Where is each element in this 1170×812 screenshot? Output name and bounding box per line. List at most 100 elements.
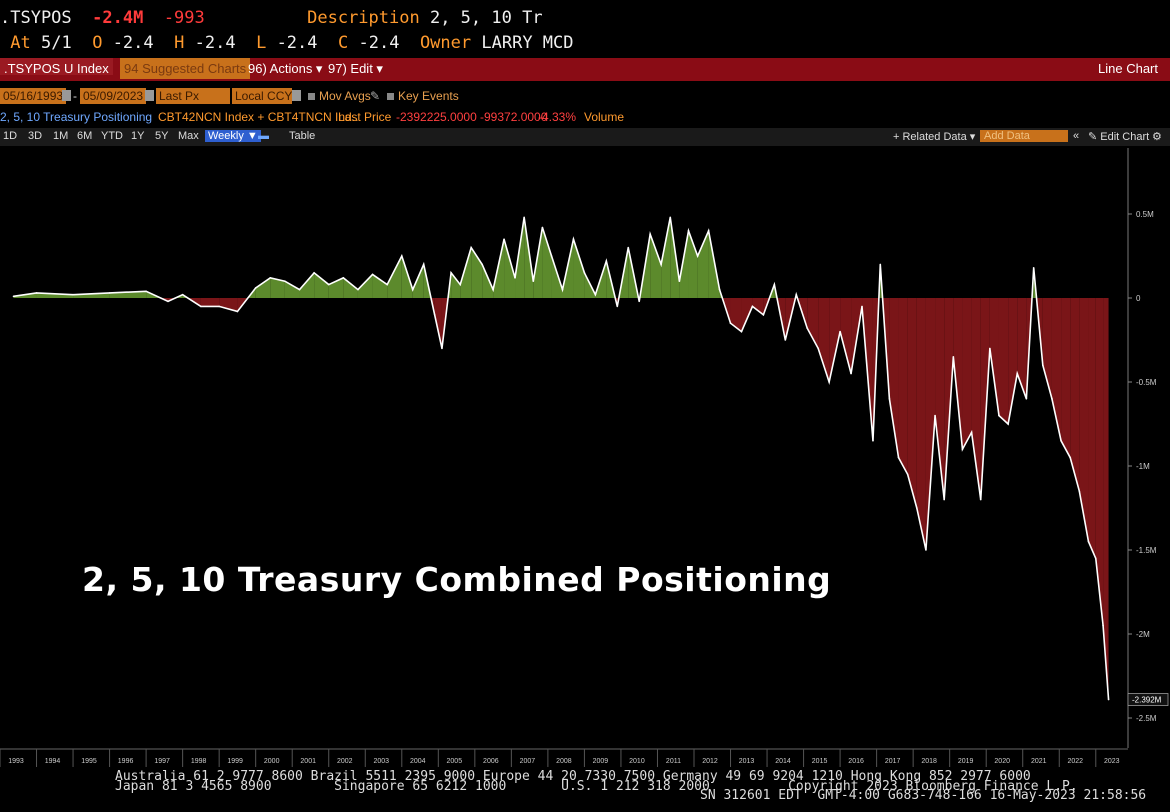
range-1m[interactable]: 1M — [53, 130, 69, 142]
data-point — [145, 290, 147, 293]
data-point — [503, 238, 505, 240]
related-data-menu[interactable]: + Related Data ▾ — [893, 131, 976, 143]
volume-label[interactable]: Volume — [584, 110, 625, 124]
data-point — [943, 498, 945, 501]
range-1y[interactable]: 1Y — [131, 130, 145, 142]
data-point — [1016, 372, 1019, 375]
legend-series-name[interactable]: 2, 5, 10 Treasury Positioning — [0, 110, 153, 124]
table-button[interactable]: Table — [289, 130, 316, 142]
add-data-field[interactable]: Add Data — [980, 130, 1068, 142]
currency-dropdown-icon[interactable] — [292, 90, 301, 101]
data-point — [638, 300, 641, 303]
x-tick-label: 2011 — [666, 758, 681, 765]
high-label: H — [174, 33, 185, 53]
x-tick-label: 2009 — [593, 758, 609, 765]
negative-area-segment — [889, 298, 899, 458]
data-point — [72, 293, 74, 296]
negative-area-segment — [925, 298, 936, 550]
mov-avgs-toggle[interactable]: Mov Avgs — [319, 89, 371, 103]
data-point — [1078, 490, 1081, 493]
range-max[interactable]: Max — [178, 130, 199, 142]
negative-area-segment — [907, 298, 917, 508]
date-separator: - — [73, 89, 77, 103]
footer-contacts-line1: Australia 61 2 9777 8600 Brazil 5511 239… — [115, 769, 1031, 784]
range-1d[interactable]: 1D — [3, 130, 18, 142]
end-date-field[interactable]: 05/09/2023 — [80, 88, 147, 104]
chart-icon[interactable]: ▬ — [258, 130, 269, 142]
edit-menu[interactable]: 97) Edit ▾ — [328, 61, 383, 76]
positive-area-segment — [661, 217, 671, 298]
data-point — [1025, 398, 1028, 400]
data-point — [254, 287, 257, 289]
last-price-value: -2392225.0000 — [396, 110, 477, 124]
x-tick-label: 2022 — [1067, 758, 1083, 765]
chart-type-label[interactable]: Line Chart — [1098, 61, 1158, 76]
x-tick-label: 2004 — [410, 758, 426, 765]
ticker-field[interactable]: .TSYPOS U Index — [0, 58, 113, 76]
ohlc-row: At 5/1 O -2.4 H -2.4 L -2.4 C -2.4 Owner… — [0, 33, 1170, 57]
data-point — [970, 431, 973, 434]
data-point — [627, 246, 630, 249]
x-tick-label: 2013 — [739, 758, 755, 765]
negative-area-segment — [953, 298, 963, 450]
range-3d[interactable]: 3D — [28, 130, 43, 142]
data-point — [839, 330, 841, 333]
x-tick-label: 2021 — [1031, 758, 1047, 765]
data-point — [784, 339, 787, 341]
calendar-icon[interactable] — [62, 90, 71, 101]
range-5y[interactable]: 5Y — [155, 130, 169, 142]
price-field-select[interactable]: Last Px — [156, 88, 230, 104]
start-date-field[interactable]: 05/16/1993 — [0, 88, 67, 104]
range-ytd[interactable]: YTD — [101, 130, 123, 142]
close-value: -2.4 — [358, 33, 400, 53]
pencil-icon[interactable]: ✎ — [370, 89, 381, 103]
y-tick-label: 0.5M — [1136, 210, 1154, 219]
data-point — [687, 230, 690, 232]
x-tick-label: 2018 — [921, 758, 937, 765]
positive-area-segment — [270, 277, 285, 298]
negative-area-segment — [916, 298, 926, 550]
negative-area-segment — [829, 298, 841, 382]
data-point — [879, 263, 882, 266]
checkbox-icon[interactable] — [308, 93, 315, 100]
last-value-box — [1127, 693, 1169, 706]
positive-area-segment — [688, 230, 698, 298]
data-point — [773, 283, 776, 286]
x-tick-label: 2007 — [520, 758, 536, 765]
x-tick-label: 1995 — [81, 758, 97, 765]
negative-area-segment — [962, 298, 972, 450]
negative-area-segment — [1042, 298, 1052, 399]
ticker-symbol: .TSYPOS — [0, 8, 72, 28]
calendar-icon[interactable] — [145, 90, 154, 101]
currency-select[interactable]: Local CCY — [232, 88, 292, 104]
frequency-select[interactable]: Weekly ▼ — [205, 130, 261, 142]
y-tick-label: -1.5M — [1136, 546, 1157, 555]
positive-area-segment — [504, 239, 516, 298]
range-6m[interactable]: 6M — [77, 130, 93, 142]
data-point — [514, 277, 516, 279]
y-tick-label: -2M — [1136, 630, 1150, 639]
suggested-charts-button[interactable]: 94 Suggested Charts — [120, 58, 251, 79]
key-events-toggle[interactable]: Key Events — [398, 89, 459, 103]
last-change: -2.4M — [92, 8, 144, 28]
data-point — [400, 255, 403, 257]
positive-area-segment — [697, 230, 709, 298]
x-tick-label: 2012 — [702, 758, 718, 765]
collapse-icon[interactable]: « — [1073, 130, 1080, 142]
data-point — [357, 288, 359, 291]
line-chart[interactable]: 0.5M0-0.5M-1M-1.5M-2M-2.5M-2.392M 1993 19… — [0, 148, 1170, 768]
negative-area-segment — [1079, 298, 1089, 542]
change-percent: -4.33% — [538, 110, 577, 124]
negative-area-segment — [741, 298, 753, 332]
data-point — [284, 280, 286, 282]
data-point — [481, 263, 483, 266]
x-tick-label: 2010 — [629, 758, 645, 765]
data-point — [897, 456, 900, 459]
positive-area-segment — [314, 272, 329, 298]
checkbox-icon[interactable] — [387, 93, 394, 100]
data-point — [678, 280, 681, 282]
edit-chart-button[interactable]: ✎ Edit Chart — [1088, 131, 1150, 143]
actions-menu[interactable]: 96) Actions ▾ — [248, 61, 323, 76]
data-point — [649, 233, 651, 235]
gear-icon[interactable]: ⚙ — [1152, 131, 1162, 143]
